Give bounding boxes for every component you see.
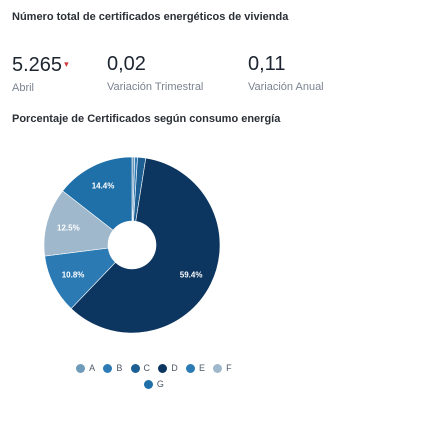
legend-label: D [171,363,178,373]
kpi-quarterly: 0,02 Variación Trimestral [107,52,203,94]
kpi-total: 5.265 ▾ Abril [12,52,69,95]
legend-dot-icon [76,363,86,373]
kpi-row: 5.265 ▾ Abril 0,02 Variación Trimestral 0… [12,52,432,100]
legend-label: E [198,363,206,373]
legend-item-d[interactable]: D [158,363,178,373]
chart-legend: A B C D E F G [44,361,264,393]
kpi-annual: 0,11 Variación Anual [248,52,324,94]
card-title: Número total de certificados energéticos… [12,11,289,23]
data-label-e: 10.8% [62,271,85,280]
legend-item-g[interactable]: G [143,379,165,389]
kpi-label: Abril [12,82,35,94]
legend-dot-icon [103,363,113,373]
data-label-f: 12.5% [57,224,80,233]
legend-row: A B C D E F [44,361,264,375]
legend-row: G [44,377,264,391]
legend-dot-icon [130,363,140,373]
kpi-value: 0,02 [107,53,146,75]
legend-dot-icon [143,379,153,389]
trend-down-icon: ▾ [64,59,69,69]
donut-chart[interactable]: 59.4% 10.8% 12.5% 14.4% [0,150,300,350]
legend-item-b[interactable]: B [103,363,122,373]
legend-label: A [89,363,96,373]
legend-item-c[interactable]: C [130,363,151,373]
legend-dot-icon [158,363,168,373]
legend-label: C [143,363,151,373]
data-label-g: 14.4% [92,182,115,191]
donut-slice-d[interactable] [70,157,221,334]
kpi-label: Variación Trimestral [107,81,204,93]
kpi-value: 5.265 ▾ [12,54,69,76]
legend-dot-icon [185,363,195,373]
donut-slice-g[interactable] [62,156,133,231]
legend-label: G [156,379,165,389]
legend-item-a[interactable]: A [76,363,95,373]
legend-item-e[interactable]: E [185,363,206,373]
legend-item-f[interactable]: F [213,363,232,373]
kpi-label: Variación Anual [248,81,324,93]
kpi-value: 0,11 [248,53,286,75]
legend-label: F [226,363,232,373]
legend-label: B [116,363,123,373]
legend-dot-icon [213,363,223,373]
chart-title: Porcentaje de Certificados según consumo… [12,113,281,125]
data-label-d: 59.4% [180,270,203,279]
